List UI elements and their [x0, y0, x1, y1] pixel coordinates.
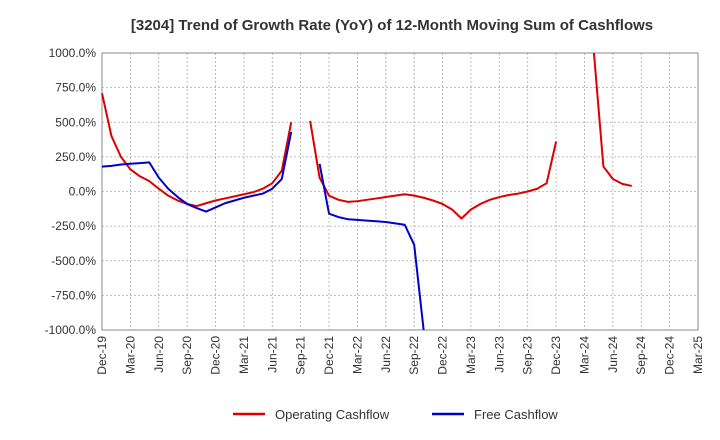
x-tick-label: Dec-19 [95, 336, 109, 375]
x-tick-label: Sep-22 [407, 336, 421, 375]
legend-free-label: Free Cashflow [474, 407, 558, 422]
x-tick-label: Sep-24 [634, 336, 648, 375]
free-cashflow-line [318, 163, 425, 331]
x-tick-label: Sep-23 [521, 336, 535, 375]
plot-area-border [101, 52, 699, 331]
chart-title: [3204] Trend of Growth Rate (YoY) of 12-… [131, 17, 653, 34]
x-tick-label: Jun-20 [152, 336, 166, 373]
x-tick-label: Mar-21 [237, 336, 251, 374]
x-tick-label: Mar-23 [464, 336, 478, 374]
y-tick-label: 500.0% [55, 115, 96, 129]
free-cashflow-line [101, 131, 293, 213]
x-tick-label: Jun-23 [492, 336, 506, 373]
y-tick-label: -500.0% [51, 254, 96, 268]
y-tick-label: -1000.0% [45, 323, 97, 337]
operating-cashflow-line [309, 120, 558, 220]
operating-cashflow-line [101, 92, 293, 208]
x-tick-label: Jun-21 [265, 336, 279, 373]
x-tick-label: Mar-25 [691, 336, 705, 374]
x-tick-label: Mar-22 [350, 336, 364, 374]
y-axis-ticks: 1000.0% 750.0% 500.0% 250.0% 0.0% -250.0% -500… [45, 46, 97, 337]
y-tick-label: -750.0% [51, 288, 96, 302]
x-tick-label: Dec-23 [549, 336, 563, 375]
x-axis-ticks: Dec-19 Mar-20 Jun-20 Sep-20 Dec-20 Mar-21 Jun-… [95, 336, 705, 375]
y-tick-label: 750.0% [55, 81, 96, 95]
series-lines [101, 52, 632, 331]
y-tick-label: 1000.0% [49, 46, 97, 60]
x-tick-label: Sep-21 [294, 336, 308, 375]
x-tick-label: Dec-21 [322, 336, 336, 375]
legend-operating-label: Operating Cashflow [275, 407, 390, 422]
x-tick-label: Jun-24 [606, 336, 620, 373]
x-tick-label: Sep-20 [180, 336, 194, 375]
x-tick-label: Dec-22 [436, 336, 450, 375]
x-tick-label: Dec-24 [663, 336, 677, 375]
y-tick-label: -250.0% [51, 219, 96, 233]
x-tick-label: Mar-24 [577, 336, 591, 374]
grid-lines [101, 52, 699, 331]
x-tick-label: Dec-20 [209, 336, 223, 375]
x-tick-label: Jun-22 [379, 336, 393, 373]
y-tick-label: 250.0% [55, 150, 96, 164]
operating-cashflow-line [592, 52, 632, 187]
legend: Operating Cashflow Free Cashflow [233, 407, 558, 422]
y-tick-label: 0.0% [69, 185, 97, 199]
x-tick-label: Mar-20 [123, 336, 137, 374]
